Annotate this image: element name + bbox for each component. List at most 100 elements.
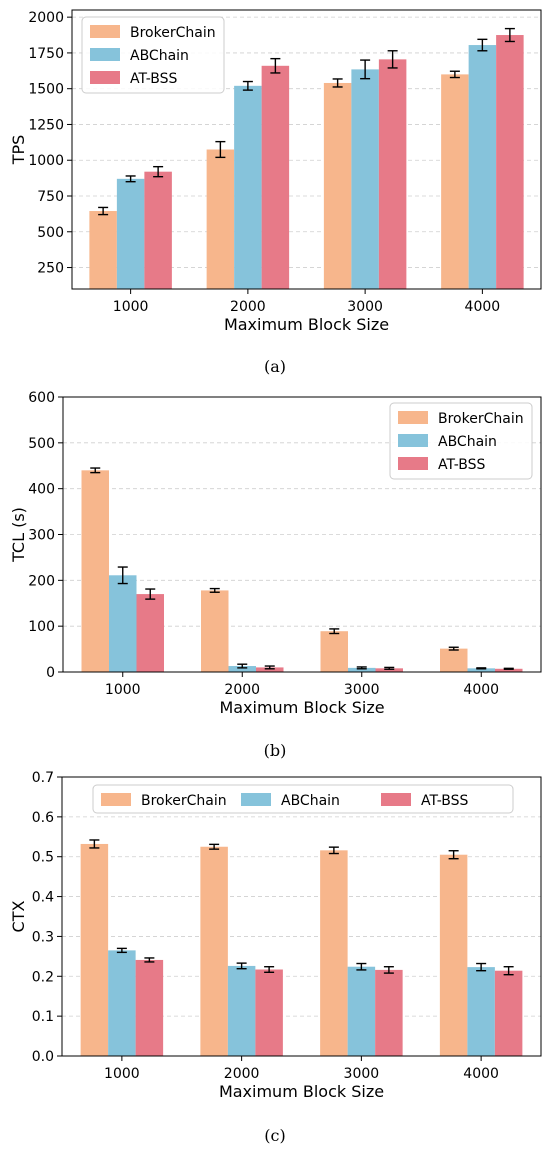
x-axis-label: Maximum Block Size xyxy=(219,698,384,717)
bar-at-bss-3000 xyxy=(375,668,403,672)
legend-label-abchain: ABChain xyxy=(281,793,340,809)
legend-swatch-at-bss xyxy=(381,793,411,806)
chart-panel-c: 0.0 0.1 0.2 0.3 0.4 0.5 0.6 0.7 1000 2000 3000 4000… xyxy=(0,767,550,1151)
bar-at-bss-4000 xyxy=(495,668,523,672)
chart-panel-b: 0 100 200 300 400 500 600 1000 2000 3000 4000 Maxim… xyxy=(0,383,550,767)
y-tick-label: 0.3 xyxy=(32,929,54,945)
bar-brokerchain-3000 xyxy=(320,631,348,672)
bar-at-bss-2000 xyxy=(261,65,290,289)
bar-brokerchain-4000 xyxy=(439,854,468,1056)
bar-brokerchain-1000 xyxy=(80,843,109,1056)
bar-abchain-1000 xyxy=(108,950,136,1056)
y-tick-label: 0.2 xyxy=(32,969,54,985)
legend-swatch-brokerchain xyxy=(101,793,131,806)
legend-label-brokerchain: BrokerChain xyxy=(141,793,227,809)
bar-abchain-2000 xyxy=(227,965,256,1056)
y-tick-label: 1000 xyxy=(28,153,64,169)
y-tick-label: 0.7 xyxy=(32,770,54,786)
y-tick-label: 300 xyxy=(28,528,55,544)
figure-caption: (c) xyxy=(264,1126,285,1145)
chart-a: 250 500 750 1000 1250 1500 1750 2000 1000 2000 300… xyxy=(9,9,542,376)
legend-swatch-abchain xyxy=(241,793,271,806)
y-axis-label: TCL (s) xyxy=(9,507,28,563)
bar-brokerchain-1000 xyxy=(89,211,117,289)
legend-label-abchain: ABChain xyxy=(438,434,497,450)
y-tick-label: 0.5 xyxy=(32,850,54,866)
y-tick-label: 500 xyxy=(37,225,64,241)
x-tick-label: 2000 xyxy=(230,299,266,315)
bar-at-bss-1000 xyxy=(144,171,172,289)
legend-label-at-bss: AT-BSS xyxy=(130,71,178,87)
legend-swatch-abchain xyxy=(90,48,120,61)
bar-at-bss-4000 xyxy=(494,970,523,1056)
bar-abchain-2000 xyxy=(228,666,256,672)
plot-frame xyxy=(61,776,542,1057)
bar-brokerchain-3000 xyxy=(323,82,352,289)
bar-abchain-4000 xyxy=(467,668,495,672)
chart-c: 0.0 0.1 0.2 0.3 0.4 0.5 0.6 0.7 1000 2000 3000 4000… xyxy=(9,770,542,1145)
bar-abchain-1000 xyxy=(116,178,145,289)
bar-at-bss-3000 xyxy=(375,969,403,1056)
bar-brokerchain-2000 xyxy=(200,846,228,1056)
y-tick-label: 250 xyxy=(37,261,64,277)
x-tick-label: 2000 xyxy=(224,682,260,698)
plot-frame xyxy=(71,9,542,290)
legend-label-brokerchain: BrokerChain xyxy=(130,25,216,41)
x-tick-label: 1000 xyxy=(104,1066,140,1082)
bar-brokerchain-1000 xyxy=(81,470,109,672)
x-tick-label: 2000 xyxy=(224,1066,260,1082)
y-tick-label: 500 xyxy=(28,436,55,452)
y-tick-label: 1250 xyxy=(28,117,64,133)
figure-caption: (b) xyxy=(264,741,287,760)
bar-at-bss-2000 xyxy=(255,969,283,1056)
chart-panel-a: 250 500 750 1000 1250 1500 1750 2000 1000 2000 300… xyxy=(0,0,550,383)
x-tick-label: 1000 xyxy=(105,682,141,698)
legend-swatch-brokerchain xyxy=(90,25,120,38)
y-tick-label: 0.4 xyxy=(32,890,54,906)
legend-swatch-brokerchain xyxy=(398,411,428,424)
bar-brokerchain-4000 xyxy=(441,74,469,289)
bar-abchain-3000 xyxy=(347,966,376,1056)
bar-brokerchain-2000 xyxy=(206,149,235,289)
x-axis-label: Maximum Block Size xyxy=(219,1082,384,1101)
chart-b: 0 100 200 300 400 500 600 1000 2000 3000 4000 Maxim… xyxy=(9,390,542,760)
y-tick-label: 1500 xyxy=(28,82,64,98)
bar-brokerchain-2000 xyxy=(201,590,229,672)
y-tick-label: 750 xyxy=(37,189,64,205)
legend-swatch-at-bss xyxy=(398,457,428,470)
legend-label-at-bss: AT-BSS xyxy=(438,457,486,473)
bar-abchain-3000 xyxy=(351,69,379,289)
bar-abchain-2000 xyxy=(234,85,262,289)
legend-swatch-abchain xyxy=(398,434,428,447)
bar-abchain-1000 xyxy=(109,575,137,672)
bar-abchain-4000 xyxy=(467,967,495,1056)
x-axis-label: Maximum Block Size xyxy=(224,315,389,334)
bar-abchain-4000 xyxy=(468,45,497,289)
figure-caption: (a) xyxy=(264,357,286,376)
bar-at-bss-1000 xyxy=(136,594,164,672)
bar-abchain-3000 xyxy=(348,667,376,672)
bar-at-bss-1000 xyxy=(135,959,164,1056)
y-tick-label: 200 xyxy=(28,573,55,589)
legend-label-brokerchain: BrokerChain xyxy=(438,411,524,427)
x-tick-label: 3000 xyxy=(347,299,383,315)
x-tick-label: 1000 xyxy=(113,299,149,315)
y-tick-label: 400 xyxy=(28,482,55,498)
bar-brokerchain-4000 xyxy=(440,648,468,672)
y-tick-label: 100 xyxy=(28,619,55,635)
y-axis-label: TPS xyxy=(9,135,28,166)
y-axis-label: CTX xyxy=(9,901,28,933)
bar-at-bss-4000 xyxy=(496,35,524,290)
x-tick-label: 3000 xyxy=(344,1066,380,1082)
y-tick-label: 2000 xyxy=(28,10,64,26)
y-tick-label: 0.6 xyxy=(32,810,54,826)
y-tick-label: 600 xyxy=(28,390,55,406)
x-tick-label: 3000 xyxy=(344,682,380,698)
x-tick-label: 4000 xyxy=(463,682,499,698)
bar-at-bss-2000 xyxy=(256,667,284,672)
bar-brokerchain-3000 xyxy=(320,850,348,1056)
legend-label-abchain: ABChain xyxy=(130,48,189,64)
x-tick-label: 4000 xyxy=(465,299,501,315)
y-tick-label: 0 xyxy=(46,665,55,681)
x-tick-label: 4000 xyxy=(463,1066,499,1082)
